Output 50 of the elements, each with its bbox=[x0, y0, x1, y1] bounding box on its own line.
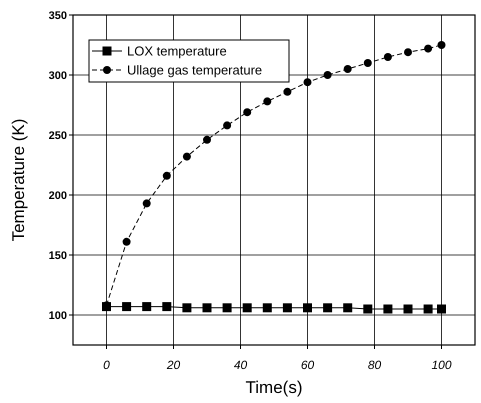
point bbox=[122, 302, 132, 312]
point bbox=[363, 304, 372, 314]
point bbox=[182, 152, 191, 161]
point bbox=[242, 303, 252, 312]
point bbox=[424, 304, 433, 314]
point bbox=[142, 199, 151, 208]
point bbox=[437, 304, 446, 314]
point bbox=[404, 48, 412, 56]
y-tick-label: 250 bbox=[48, 130, 67, 142]
x-tick-label: 20 bbox=[166, 358, 180, 372]
point bbox=[142, 302, 152, 312]
y-axis-title: Temperature (K) bbox=[9, 118, 28, 242]
point bbox=[384, 53, 392, 61]
point bbox=[304, 78, 312, 86]
point bbox=[344, 65, 352, 73]
point bbox=[282, 303, 292, 312]
x-tick-label: 60 bbox=[300, 358, 314, 372]
x-tick-label: 0 bbox=[103, 358, 110, 372]
point bbox=[383, 304, 392, 314]
point bbox=[202, 303, 212, 312]
x-tick-label: 40 bbox=[234, 358, 248, 372]
point bbox=[122, 238, 131, 246]
point bbox=[324, 71, 332, 79]
point bbox=[263, 97, 272, 106]
legend-label: LOX temperature bbox=[127, 44, 227, 58]
point bbox=[303, 303, 312, 312]
y-tick-label: 350 bbox=[48, 10, 67, 22]
legend-label: Ullage gas temperature bbox=[127, 62, 262, 78]
point bbox=[243, 108, 252, 116]
y-tick-label: 150 bbox=[48, 250, 67, 262]
y-tick-label: 300 bbox=[48, 70, 67, 82]
point bbox=[162, 302, 172, 312]
point bbox=[223, 121, 232, 130]
point bbox=[162, 172, 171, 180]
x-axis-title: Time(s) bbox=[246, 378, 302, 397]
point bbox=[364, 59, 372, 67]
point bbox=[404, 304, 412, 314]
point bbox=[182, 303, 192, 312]
point bbox=[262, 303, 272, 312]
point bbox=[323, 303, 332, 312]
point bbox=[438, 41, 446, 49]
point bbox=[424, 44, 432, 53]
x-tick-label: 100 bbox=[431, 358, 452, 372]
y-tick-label: 200 bbox=[48, 190, 67, 202]
point bbox=[222, 303, 232, 312]
y-tick-label: 100 bbox=[48, 310, 67, 322]
x-tick-label: 80 bbox=[368, 358, 382, 372]
point bbox=[343, 303, 352, 312]
point bbox=[203, 136, 211, 144]
point bbox=[283, 88, 292, 96]
